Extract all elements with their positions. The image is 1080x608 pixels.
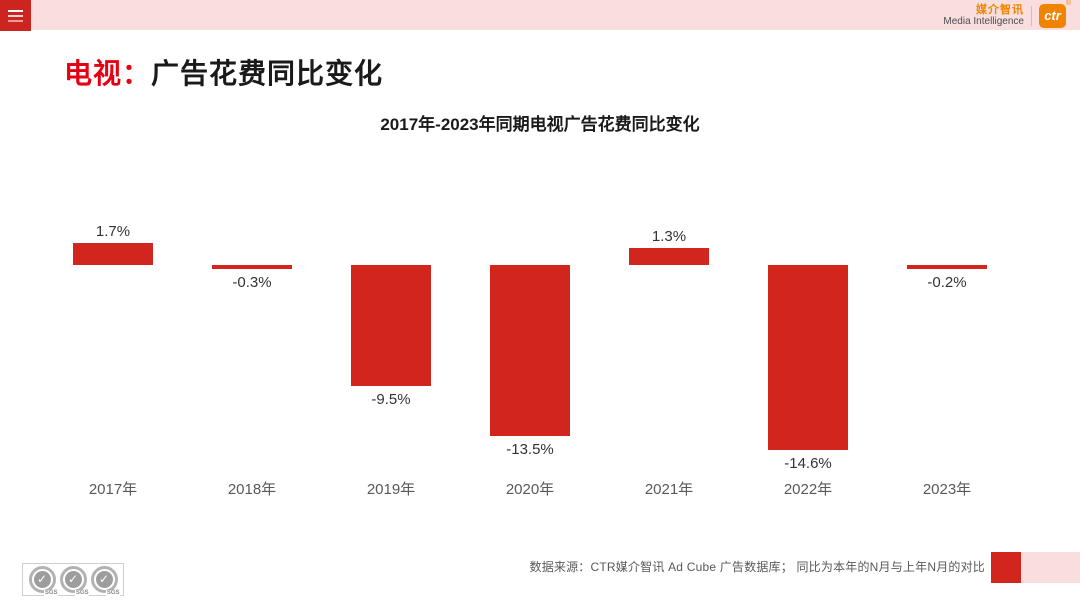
menu-button[interactable]: [0, 0, 31, 31]
sgs-label: SGS: [105, 590, 120, 596]
bar-value-label: 1.7%: [95, 223, 131, 241]
bar-value-label: -9.5%: [371, 390, 411, 408]
x-axis-label: 2017年: [88, 481, 138, 498]
sgs-check-icon: ✓: [95, 571, 113, 588]
x-axis-label: 2022年: [783, 481, 833, 498]
sgs-ring-icon: [28, 566, 56, 593]
sgs-check-icon: ✓: [64, 571, 82, 588]
sgs-check-icon: ✓: [33, 571, 51, 588]
data-source-note: 数据来源：CTR媒介智讯 Ad Cube 广告数据库； 同比为本年的N月与上年N…: [529, 560, 985, 574]
sgs-logo: ✓ SGS: [59, 566, 89, 596]
footer-red-square: [991, 552, 1021, 583]
sgs-label: SGS: [43, 590, 58, 596]
bar: [351, 265, 431, 386]
sgs-certification-logos: ✓ SGS ✓ SGS ✓ SGS: [22, 563, 124, 596]
bar-value-label: -0.2%: [927, 274, 967, 291]
x-axis-label: 2020年: [505, 481, 555, 498]
brand-divider: [1031, 5, 1032, 26]
bar-value-label: -14.6%: [784, 455, 832, 473]
brand-name-en: Media Intelligence: [943, 16, 1024, 27]
brand-text: 媒介智讯 Media Intelligence: [943, 4, 1024, 27]
footer-pink-square: [1021, 552, 1080, 583]
ctr-logo-text: ctr: [1039, 3, 1066, 28]
page-title-highlight: 电视：: [64, 58, 152, 89]
x-axis-label: 2021年: [644, 481, 694, 498]
x-axis-label: 2018年: [227, 481, 277, 498]
bar-value-label: 1.3%: [651, 228, 687, 246]
chart-title: 2017年-2023年同期电视广告花费同比变化: [380, 115, 700, 134]
bar-value-label: -0.3%: [232, 274, 272, 291]
top-bar: 媒介智讯 Media Intelligence ctr ®: [0, 0, 1080, 31]
sgs-label: SGS: [74, 590, 89, 596]
sgs-ring-icon: [59, 566, 87, 593]
bar: [768, 265, 848, 451]
ctr-logo: ctr ®: [1039, 0, 1071, 28]
sgs-logo: ✓ SGS: [28, 566, 58, 596]
bar: [907, 265, 987, 269]
sgs-ring-icon: [90, 566, 118, 593]
registered-mark: ®: [1065, 0, 1071, 7]
page-title-rest: 广告花费同比变化: [151, 58, 384, 89]
bar: [629, 248, 709, 265]
bar-value-label: -13.5%: [506, 441, 554, 459]
bar: [212, 265, 292, 269]
page-title: 电视：广告花费同比变化: [64, 52, 383, 92]
bar: [73, 243, 153, 265]
bar: [490, 265, 570, 437]
brand-name-cn: 媒介智讯: [976, 4, 1024, 16]
brand-logo: 媒介智讯 Media Intelligence ctr ®: [943, 0, 1071, 28]
x-axis-label: 2019年: [366, 481, 416, 498]
sgs-logo: ✓ SGS: [90, 566, 120, 596]
x-axis-label: 2023年: [922, 481, 972, 498]
